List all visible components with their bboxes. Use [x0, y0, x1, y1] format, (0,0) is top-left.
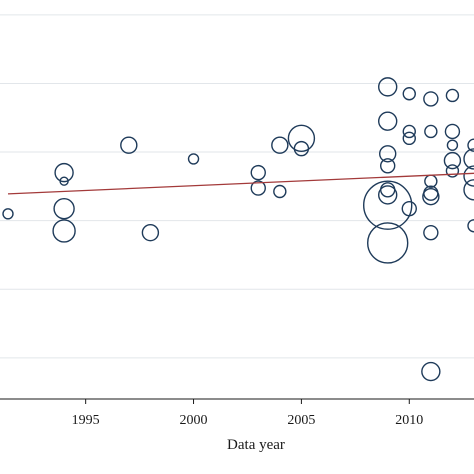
data-point [378, 185, 398, 205]
gridlines [0, 14, 474, 359]
data-point [363, 180, 413, 230]
data-point [467, 219, 474, 233]
data-point [463, 179, 474, 201]
data-point [53, 197, 75, 220]
data-point [380, 158, 396, 174]
data-point [423, 91, 439, 107]
data-point [293, 140, 310, 157]
data-point [402, 131, 416, 146]
x-axis-ticks: 1995 2000 2005 2010 [72, 399, 423, 428]
x-tick-label-2000: 2000 [180, 413, 208, 428]
data-points [2, 77, 474, 382]
data-point [250, 180, 266, 196]
data-point [424, 124, 438, 139]
x-tick-label-2005: 2005 [287, 413, 315, 428]
data-point [52, 219, 76, 243]
data-point [443, 151, 462, 170]
data-point [367, 222, 409, 264]
data-point [401, 200, 417, 217]
data-point [402, 87, 416, 101]
data-point [402, 124, 416, 139]
data-point [423, 224, 439, 241]
data-point [467, 138, 474, 152]
data-point [463, 148, 474, 170]
data-point [422, 187, 440, 206]
data-point [287, 124, 316, 153]
data-point [120, 136, 138, 154]
data-point [250, 164, 266, 181]
data-point [273, 184, 287, 199]
x-axis-title: Data year [227, 437, 285, 453]
data-point [54, 162, 74, 183]
data-point [463, 165, 474, 187]
data-point [378, 111, 398, 131]
data-point [141, 223, 160, 242]
data-point [421, 361, 441, 382]
data-point [446, 139, 459, 151]
data-point [379, 145, 397, 163]
data-point [445, 164, 460, 178]
data-point [59, 176, 69, 186]
data-point [445, 88, 460, 103]
x-tick-label-1995: 1995 [72, 413, 100, 428]
data-point [2, 208, 14, 220]
data-point [271, 136, 289, 154]
data-point [378, 77, 398, 97]
data-point [444, 123, 461, 140]
x-tick-label-2010: 2010 [395, 413, 423, 428]
data-point [187, 153, 200, 165]
fit-line [7, 172, 474, 195]
